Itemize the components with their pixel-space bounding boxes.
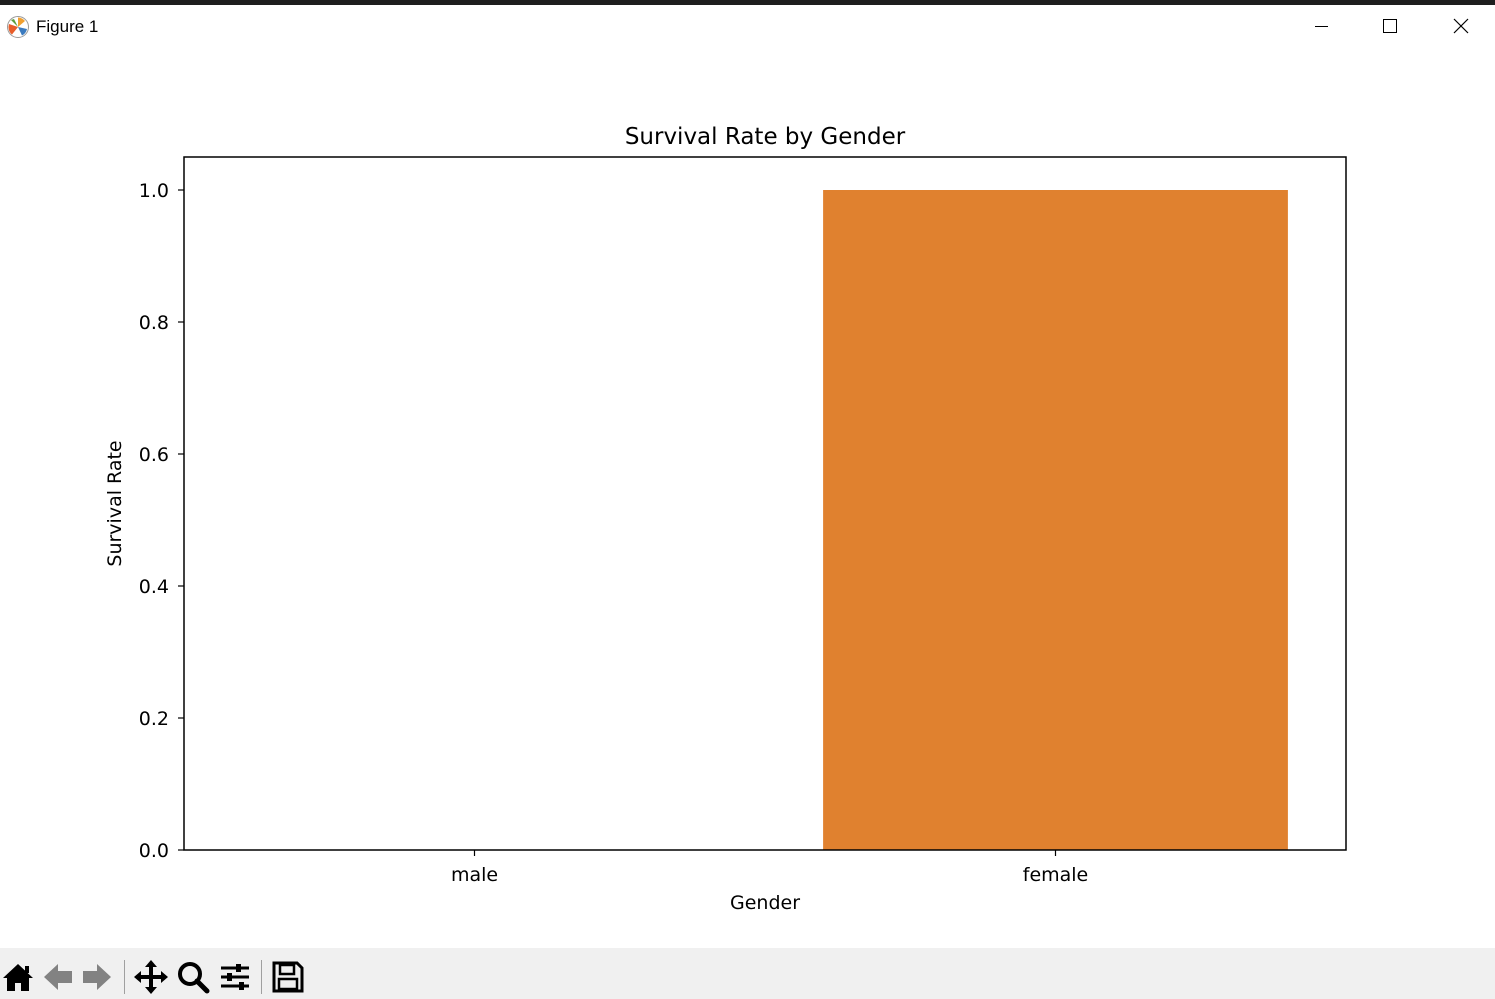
back-arrow-icon bbox=[44, 964, 72, 990]
configure-subplots-icon bbox=[221, 964, 249, 990]
chart-title: Survival Rate by Gender bbox=[625, 124, 906, 150]
figure-canvas[interactable]: 0.0 0.2 0.4 0.6 0.8 1.0 male female Survival Rat… bbox=[0, 50, 1495, 948]
home-button[interactable] bbox=[0, 959, 36, 995]
window-title: Figure 1 bbox=[36, 17, 99, 36]
x-tick-label: female bbox=[1023, 864, 1089, 886]
maximize-icon bbox=[1383, 19, 1397, 33]
zoom-button[interactable] bbox=[175, 959, 211, 995]
close-button[interactable] bbox=[1425, 5, 1495, 47]
pan-move-icon bbox=[134, 960, 168, 994]
toolbar-separator bbox=[124, 960, 125, 994]
y-tick-label: 0.6 bbox=[139, 444, 169, 466]
minimize-icon bbox=[1315, 26, 1328, 27]
back-button[interactable] bbox=[40, 959, 76, 995]
forward-arrow-icon bbox=[83, 964, 111, 990]
maximize-button[interactable] bbox=[1355, 5, 1425, 47]
home-icon bbox=[3, 964, 33, 991]
toolbar-separator bbox=[261, 960, 262, 994]
y-axis-label: Survival Rate bbox=[104, 440, 126, 566]
pan-button[interactable] bbox=[133, 959, 169, 995]
navigation-toolbar bbox=[0, 948, 1495, 999]
save-floppy-icon bbox=[272, 961, 304, 993]
window-titlebar[interactable]: Figure 1 bbox=[0, 5, 1495, 50]
minimize-button[interactable] bbox=[1287, 5, 1357, 47]
bar-female bbox=[823, 190, 1288, 850]
x-axis-label: Gender bbox=[730, 892, 800, 914]
x-tick-label: male bbox=[451, 864, 498, 886]
axes-frame bbox=[183, 156, 1347, 851]
y-tick-label: 0.4 bbox=[139, 576, 169, 598]
forward-button[interactable] bbox=[79, 959, 115, 995]
y-tick-label: 1.0 bbox=[139, 180, 169, 202]
zoom-magnifier-icon bbox=[178, 962, 210, 994]
bar-chart: 0.0 0.2 0.4 0.6 0.8 1.0 male female Survival Rat… bbox=[104, 124, 1347, 914]
y-tick-label: 0.0 bbox=[139, 840, 169, 862]
matplotlib-app-icon bbox=[6, 15, 30, 39]
y-tick-label: 0.2 bbox=[139, 708, 169, 730]
y-tick-label: 0.8 bbox=[139, 312, 169, 334]
window-top-border bbox=[0, 0, 1495, 5]
save-button[interactable] bbox=[270, 959, 306, 995]
configure-subplots-button[interactable] bbox=[217, 959, 253, 995]
close-icon bbox=[1453, 18, 1469, 34]
